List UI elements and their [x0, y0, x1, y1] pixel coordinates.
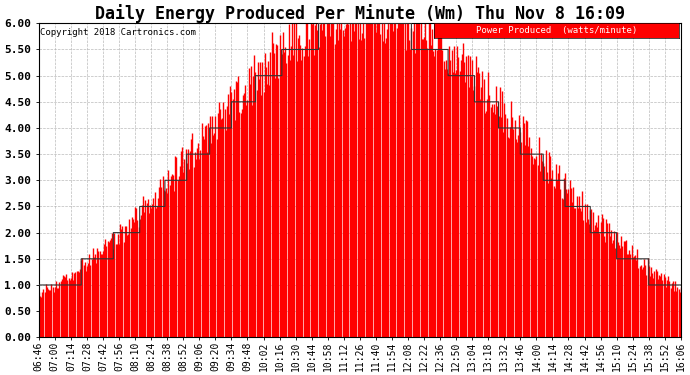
Title: Daily Energy Produced Per Minute (Wm) Thu Nov 8 16:09: Daily Energy Produced Per Minute (Wm) Th… [95, 4, 625, 23]
Text: Copyright 2018 Cartronics.com: Copyright 2018 Cartronics.com [40, 28, 196, 37]
